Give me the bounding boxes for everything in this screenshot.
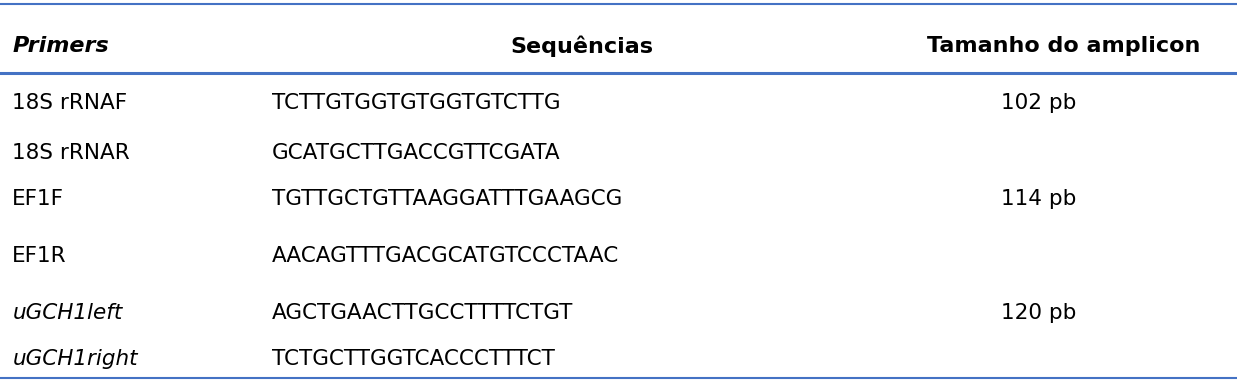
Text: 102 pb: 102 pb bbox=[1002, 93, 1076, 113]
Text: TCTGCTTGGTCACCCTTTCT: TCTGCTTGGTCACCCTTTCT bbox=[272, 349, 555, 369]
Text: Tamanho do amplicon: Tamanho do amplicon bbox=[928, 36, 1200, 56]
Text: TGTTGCTGTTAAGGATTTGAAGCG: TGTTGCTGTTAAGGATTTGAAGCG bbox=[272, 189, 622, 209]
Text: uGCH1right: uGCH1right bbox=[12, 349, 137, 369]
Text: 18S rRNAF: 18S rRNAF bbox=[12, 93, 127, 113]
Text: 114 pb: 114 pb bbox=[1002, 189, 1076, 209]
Text: Primers: Primers bbox=[12, 36, 109, 56]
Text: EF1F: EF1F bbox=[12, 189, 64, 209]
Text: TCTTGTGGTGTGGTGTCTTG: TCTTGTGGTGTGGTGTCTTG bbox=[272, 93, 560, 113]
Text: 18S rRNAR: 18S rRNAR bbox=[12, 143, 130, 163]
Text: Sequências: Sequências bbox=[510, 35, 653, 57]
Text: AACAGTTTGACGCATGTCCCTAAC: AACAGTTTGACGCATGTCCCTAAC bbox=[272, 246, 620, 266]
Text: GCATGCTTGACCGTTCGATA: GCATGCTTGACCGTTCGATA bbox=[272, 143, 560, 163]
Text: uGCH1left: uGCH1left bbox=[12, 303, 122, 323]
Text: EF1R: EF1R bbox=[12, 246, 67, 266]
Text: AGCTGAACTTGCCTTTTCTGT: AGCTGAACTTGCCTTTTCTGT bbox=[272, 303, 574, 323]
Text: 120 pb: 120 pb bbox=[1002, 303, 1076, 323]
